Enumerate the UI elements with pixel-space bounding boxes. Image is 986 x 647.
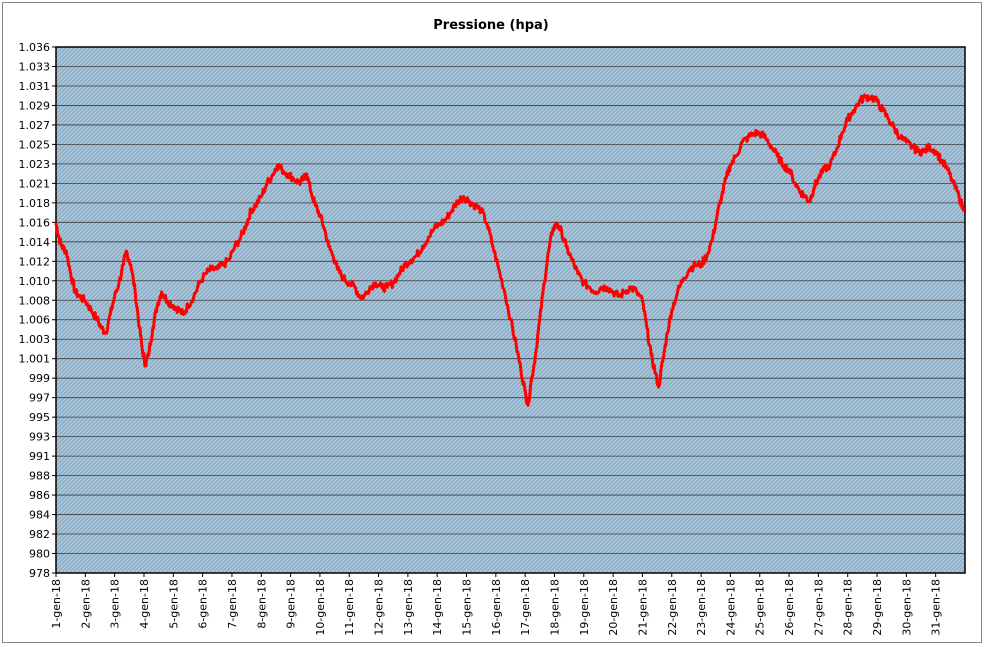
x-tick-label: 29-gen-18 (871, 579, 884, 636)
x-tick-label: 30-gen-18 (900, 579, 913, 636)
y-tick-label: 993 (29, 431, 50, 444)
x-tick-label: 23-gen-18 (695, 579, 708, 636)
x-tick-label: 26-gen-18 (783, 579, 796, 636)
x-tick-label: 16-gen-18 (490, 579, 503, 636)
x-tick-label: 22-gen-18 (666, 579, 679, 636)
x-tick-label: 18-gen-18 (548, 579, 561, 636)
y-tick-label: 1.010 (19, 275, 51, 288)
y-tick-label: 1.003 (19, 333, 51, 346)
y-tick-label: 978 (29, 567, 50, 580)
y-tick-label: 1.033 (19, 60, 51, 73)
y-tick-label: 980 (29, 548, 50, 561)
plot-background (56, 47, 965, 573)
x-tick-label: 11-gen-18 (343, 579, 356, 636)
x-tick-label: 14-gen-18 (431, 579, 444, 636)
x-tick-label: 1-gen-18 (50, 579, 63, 629)
x-axis-ticks: 1-gen-18 2-gen-18 3-gen-18 4-gen-18 5-gen-18… (50, 573, 943, 636)
x-tick-label: 13-gen-18 (402, 579, 415, 636)
x-tick-label: 2-gen-18 (79, 579, 92, 629)
x-tick-label: 6-gen-18 (197, 579, 210, 629)
y-tick-label: 982 (29, 528, 50, 541)
y-tick-label: 1.021 (19, 177, 51, 190)
y-tick-label: 1.008 (19, 294, 51, 307)
y-tick-label: 1.006 (19, 314, 51, 327)
x-tick-label: 19-gen-18 (578, 579, 591, 636)
y-tick-label: 995 (29, 411, 50, 424)
y-tick-label: 988 (29, 470, 50, 483)
x-tick-label: 8-gen-18 (255, 579, 268, 629)
y-tick-label: 984 (29, 509, 50, 522)
y-tick-label: 1.036 (19, 41, 51, 54)
y-tick-label: 1.031 (19, 80, 51, 93)
y-tick-label: 1.027 (19, 119, 51, 132)
x-tick-label: 28-gen-18 (842, 579, 855, 636)
x-tick-label: 4-gen-18 (138, 579, 151, 629)
y-tick-label: 1.029 (19, 99, 51, 112)
y-tick-label: 1.001 (19, 353, 51, 366)
x-tick-label: 10-gen-18 (314, 579, 327, 636)
chart-title: Pressione (hpa) (433, 18, 548, 33)
x-tick-label: 7-gen-18 (226, 579, 239, 629)
y-tick-label: 991 (29, 450, 50, 463)
x-tick-label: 20-gen-18 (607, 579, 620, 636)
x-tick-label: 21-gen-18 (636, 579, 649, 636)
y-tick-label: 986 (29, 489, 50, 502)
x-tick-label: 15-gen-18 (461, 579, 474, 636)
x-tick-label: 17-gen-18 (519, 579, 532, 636)
x-tick-label: 31-gen-18 (930, 579, 943, 636)
plot-border (55, 46, 966, 574)
x-tick-label: 24-gen-18 (724, 579, 737, 636)
y-axis-ticks: 1.036 1.033 1.031 1.029 1.027 1.025 1.023 1.021… (19, 41, 56, 580)
y-tick-label: 1.016 (19, 216, 51, 229)
x-tick-label: 5-gen-18 (167, 579, 180, 629)
y-tick-label: 1.018 (19, 197, 51, 210)
x-tick-label: 25-gen-18 (754, 579, 767, 636)
series-layer (54, 93, 965, 407)
y-tick-label: 1.014 (19, 236, 51, 249)
x-tick-label: 12-gen-18 (373, 579, 386, 636)
pressure-series-line (54, 93, 965, 407)
y-tick-label: 997 (29, 392, 50, 405)
plot-area (55, 46, 966, 574)
pressure-chart: Pressione (hpa) 1.036 1.033 1.031 1.029 1.02… (19, 18, 966, 636)
x-tick-label: 3-gen-18 (109, 579, 122, 629)
y-tick-label: 1.025 (19, 138, 51, 151)
x-tick-label: 9-gen-18 (285, 579, 298, 629)
y-tick-label: 999 (29, 372, 50, 385)
y-tick-label: 1.023 (19, 158, 51, 171)
x-tick-label: 27-gen-18 (812, 579, 825, 636)
y-tick-label: 1.012 (19, 255, 51, 268)
